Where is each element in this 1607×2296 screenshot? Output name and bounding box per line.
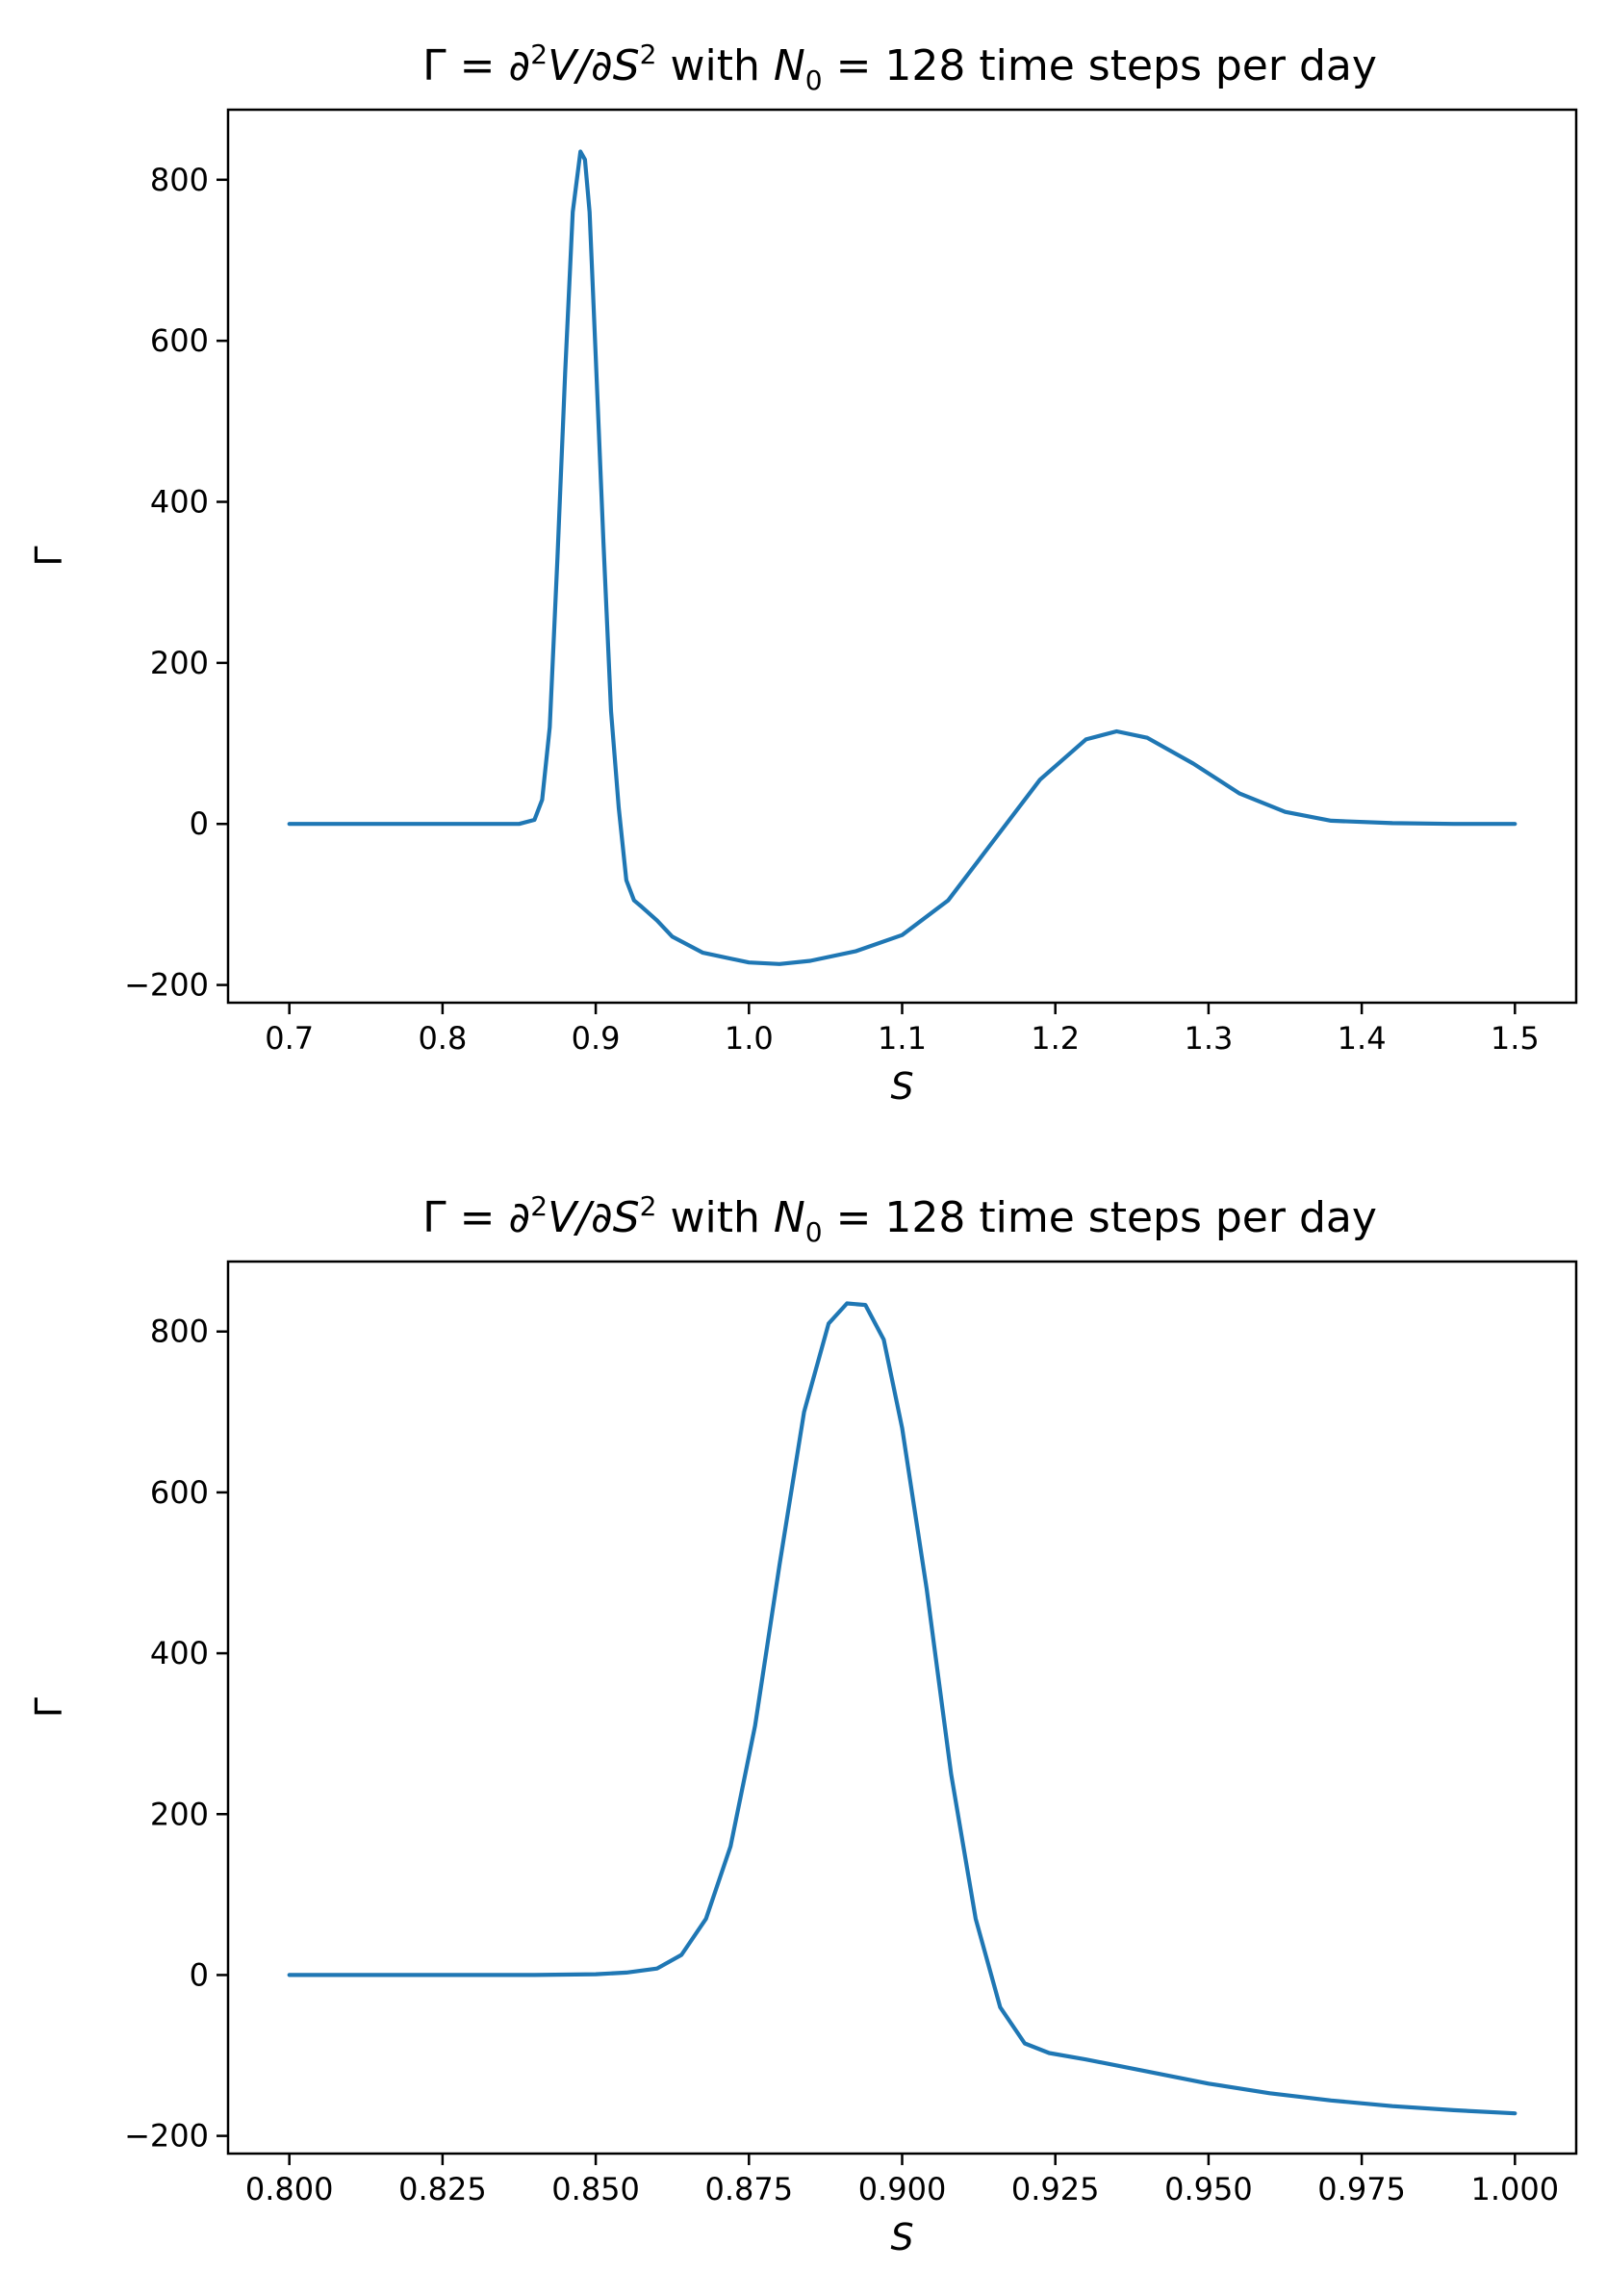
y-axis: −200 0 200 400 600 800 xyxy=(124,162,228,1004)
x-tick-label: 0.975 xyxy=(1317,2171,1406,2207)
x-tick-label: 0.9 xyxy=(572,1020,621,1057)
y-tick-label: 400 xyxy=(150,484,209,521)
x-tick-label: 0.800 xyxy=(245,2171,334,2207)
y-tick-label: −200 xyxy=(124,967,209,1004)
x-tick-label: 1.5 xyxy=(1491,1020,1540,1057)
y-tick-label: 0 xyxy=(190,805,209,842)
y-tick-label: 800 xyxy=(150,1314,209,1350)
x-tick-label: 1.1 xyxy=(878,1020,927,1057)
chart-title: Γ = ∂2V/∂S2 with N0 = 128 time steps per… xyxy=(422,1190,1377,1248)
y-tick-label: 200 xyxy=(150,1796,209,1832)
y-tick-label: 600 xyxy=(150,1474,209,1511)
y-axis-label: Γ xyxy=(28,546,70,566)
y-tick-label: −200 xyxy=(124,2118,209,2155)
chart-panel-top: Γ = ∂2V/∂S2 with N0 = 128 time steps per… xyxy=(28,38,1578,1108)
x-tick-label: 1.0 xyxy=(725,1020,774,1057)
x-axis-label: S xyxy=(890,2216,913,2258)
x-tick-label: 0.850 xyxy=(551,2171,640,2207)
series-line xyxy=(287,149,1518,966)
y-tick-label: 800 xyxy=(150,162,209,198)
chart-panel-bottom: Γ = ∂2V/∂S2 with N0 = 128 time steps per… xyxy=(28,1190,1578,2258)
y-tick-label: 200 xyxy=(150,645,209,681)
x-tick-label: 0.950 xyxy=(1164,2171,1253,2207)
x-tick-label: 1.4 xyxy=(1338,1020,1387,1057)
plot-area xyxy=(287,1301,1518,2116)
x-tick-label: 0.7 xyxy=(265,1020,314,1057)
y-axis-label: Γ xyxy=(28,1697,70,1718)
x-tick-label: 1.3 xyxy=(1184,1020,1233,1057)
plot-area xyxy=(287,149,1518,966)
x-tick-label: 0.825 xyxy=(398,2171,487,2207)
chart-title: Γ = ∂2V/∂S2 with N0 = 128 time steps per… xyxy=(422,38,1377,96)
x-axis: 0.7 0.8 0.9 1.0 1.1 1.2 1.3 1.4 1.5 xyxy=(265,1003,1540,1057)
x-axis: 0.800 0.825 0.850 0.875 0.900 0.925 0.950 0.975… xyxy=(245,2154,1559,2207)
y-axis: −200 0 200 400 600 800 xyxy=(124,1314,228,2155)
y-tick-label: 600 xyxy=(150,322,209,359)
x-tick-label: 1.000 xyxy=(1471,2171,1560,2207)
x-tick-label: 0.875 xyxy=(704,2171,793,2207)
x-tick-label: 0.8 xyxy=(418,1020,467,1057)
x-tick-label: 0.900 xyxy=(858,2171,947,2207)
series-line xyxy=(287,1301,1518,2116)
x-tick-label: 1.2 xyxy=(1031,1020,1080,1057)
y-tick-label: 0 xyxy=(190,1956,209,1993)
y-tick-label: 400 xyxy=(150,1635,209,1671)
x-axis-label: S xyxy=(890,1065,913,1108)
x-tick-label: 0.925 xyxy=(1011,2171,1100,2207)
